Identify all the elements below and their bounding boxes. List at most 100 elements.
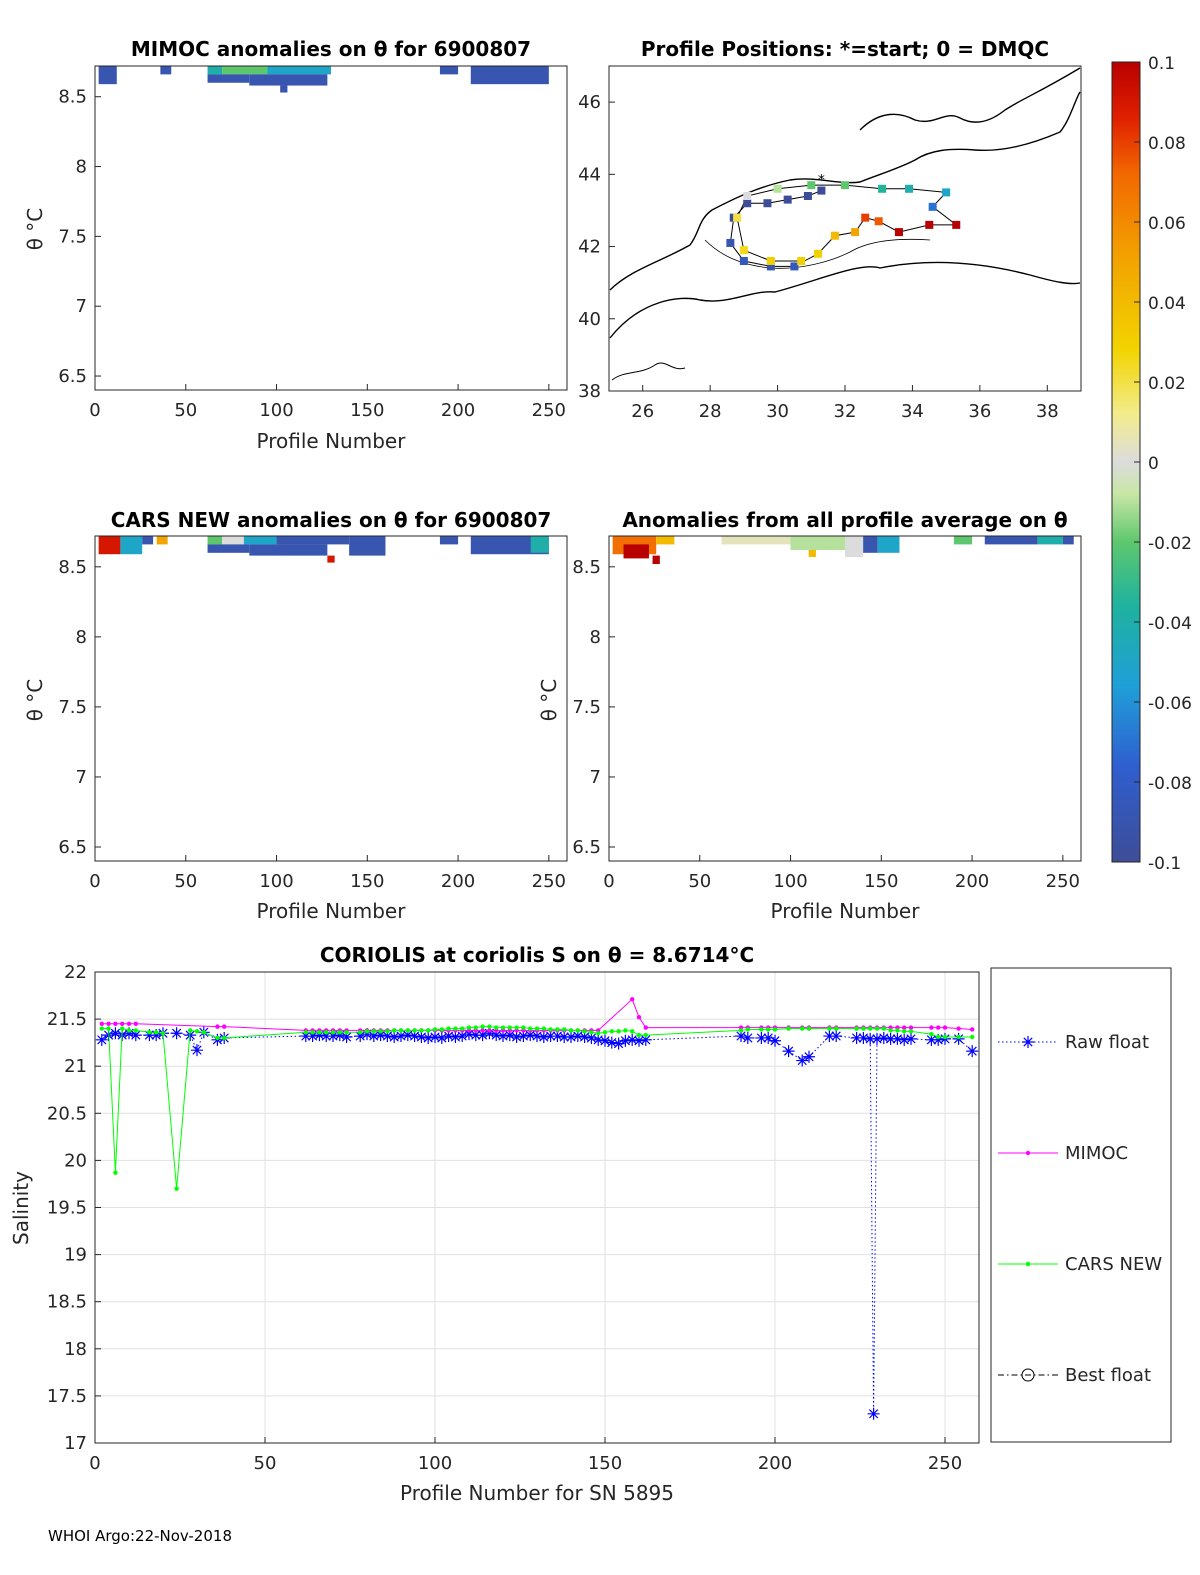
data-point-star (354, 1030, 367, 1043)
anomaly-cell (953, 536, 973, 545)
anomaly-cell (863, 536, 878, 553)
salinity-panel: CORIOLIS at coriolis S on θ = 8.6714°C 0… (9, 943, 1172, 1505)
anomaly-cell (207, 74, 250, 83)
cars-panel-title: CARS NEW anomalies on θ for 6900807 (111, 508, 552, 532)
data-point-dot (126, 1028, 132, 1033)
data-point-dot (174, 1186, 179, 1191)
cars-y-axis-label: θ °C (23, 679, 47, 722)
x-tick-label: 200 (441, 871, 475, 892)
data-point-star (306, 1030, 319, 1043)
profile-position-marker (874, 217, 883, 226)
anomaly-cell (790, 536, 845, 551)
profile-position-marker (797, 257, 806, 265)
data-point-dot (636, 1015, 642, 1020)
data-point-dot (160, 1031, 166, 1036)
data-point-dot (759, 1027, 764, 1032)
y-tick-label: 20 (64, 1150, 87, 1171)
anomaly-cell (120, 536, 143, 555)
data-point-dot (929, 1025, 934, 1030)
y-tick-label: 22 (64, 962, 87, 983)
data-point-dot (609, 1029, 614, 1034)
data-point-star (537, 1031, 550, 1043)
data-point-dot (473, 1025, 478, 1030)
y-tick-label: 7.5 (58, 697, 87, 718)
data-point-star (857, 1031, 870, 1044)
anomaly-cell (156, 536, 168, 545)
data-point-star (503, 1029, 516, 1042)
data-point-star (442, 1030, 455, 1043)
anomaly-cell (327, 555, 335, 563)
data-point-dot (364, 1029, 370, 1034)
average-plot-area: 0 50 100 150 200 250 6.5 7 7.5 8 8.5 (572, 535, 1082, 892)
data-point-dot (222, 1035, 227, 1041)
data-point-dot (133, 1021, 138, 1027)
x-tick-label: 34 (901, 401, 924, 422)
data-point-dot (596, 1031, 601, 1036)
data-point-star (95, 1033, 108, 1046)
x-tick-label: 200 (758, 1453, 792, 1474)
data-point-dot (215, 1024, 220, 1029)
y-tick-label: 44 (578, 164, 601, 185)
data-point-dot (643, 1025, 648, 1030)
data-point-star (299, 1030, 312, 1043)
x-tick-label: 100 (773, 871, 807, 892)
data-point-dot (881, 1026, 886, 1031)
data-point-star (565, 1031, 577, 1043)
data-point-dot (534, 1026, 540, 1031)
data-point-dot (521, 1025, 526, 1030)
y-tick-label: 8.5 (572, 557, 601, 578)
anomaly-cell (808, 550, 816, 558)
data-point-dot (568, 1028, 574, 1033)
data-point-dot (514, 1025, 519, 1030)
data-point-star (313, 1029, 326, 1042)
data-point-star (898, 1033, 911, 1046)
profile-average-anomalies-panel: Anomalies from all profile average on θ … (537, 508, 1082, 923)
profile-position-marker (733, 213, 742, 222)
footer-credit: WHOI Argo:22-Nov-2018 (48, 1527, 232, 1545)
data-point-dot (854, 1026, 859, 1031)
x-tick-label: 250 (1046, 871, 1080, 892)
anomaly-cell (249, 544, 328, 556)
cars-x-axis-label: Profile Number (257, 899, 407, 923)
data-point-dot (956, 1026, 961, 1031)
data-point-dot (970, 1034, 975, 1040)
data-point-star (476, 1029, 489, 1042)
data-point-star (327, 1030, 339, 1043)
y-tick-label: 7.5 (58, 226, 87, 247)
colorbar-tick-label: -0.04 (1148, 614, 1192, 634)
data-point-dot (500, 1025, 506, 1030)
colorbar-tick-label: 0.06 (1148, 214, 1186, 234)
salinity-plot-area: 0 50 100 150 200 250 17 17.5 18 18.5 19 19.5 20 20.5 2… (47, 962, 980, 1474)
data-point-dot (902, 1025, 907, 1030)
data-point-star (639, 1033, 652, 1046)
y-tick-label: 17 (64, 1433, 87, 1454)
data-point-dot (738, 1028, 744, 1033)
x-tick-label: 30 (766, 401, 789, 422)
data-point-dot (827, 1026, 832, 1031)
y-tick-label: 21 (64, 1056, 87, 1077)
data-point-dot (942, 1025, 948, 1030)
anomaly-cell (439, 66, 459, 75)
anomaly-cell (877, 536, 900, 553)
data-point-star (435, 1031, 448, 1044)
anomaly-cell (276, 536, 350, 545)
y-tick-label: 18 (64, 1339, 87, 1360)
profile-position-marker (766, 257, 775, 265)
x-tick-label: 250 (532, 871, 566, 892)
profile-position-marker (739, 257, 748, 265)
x-tick-label: 38 (1036, 401, 1059, 422)
anomaly-cell (530, 536, 549, 553)
data-point-dot (99, 1026, 105, 1031)
anomaly-cell (470, 536, 549, 555)
y-tick-label: 6.5 (58, 837, 87, 858)
data-point-star (925, 1033, 938, 1046)
data-point-dot (874, 1026, 880, 1031)
y-tick-label: 42 (578, 237, 601, 258)
profile-position-marker (814, 249, 823, 258)
data-point-star (517, 1030, 530, 1043)
x-tick-label: 150 (588, 1453, 622, 1474)
data-point-dot (385, 1029, 390, 1034)
data-point-dot (555, 1027, 560, 1032)
data-point-dot (806, 1026, 812, 1031)
data-point-dot (772, 1027, 778, 1032)
